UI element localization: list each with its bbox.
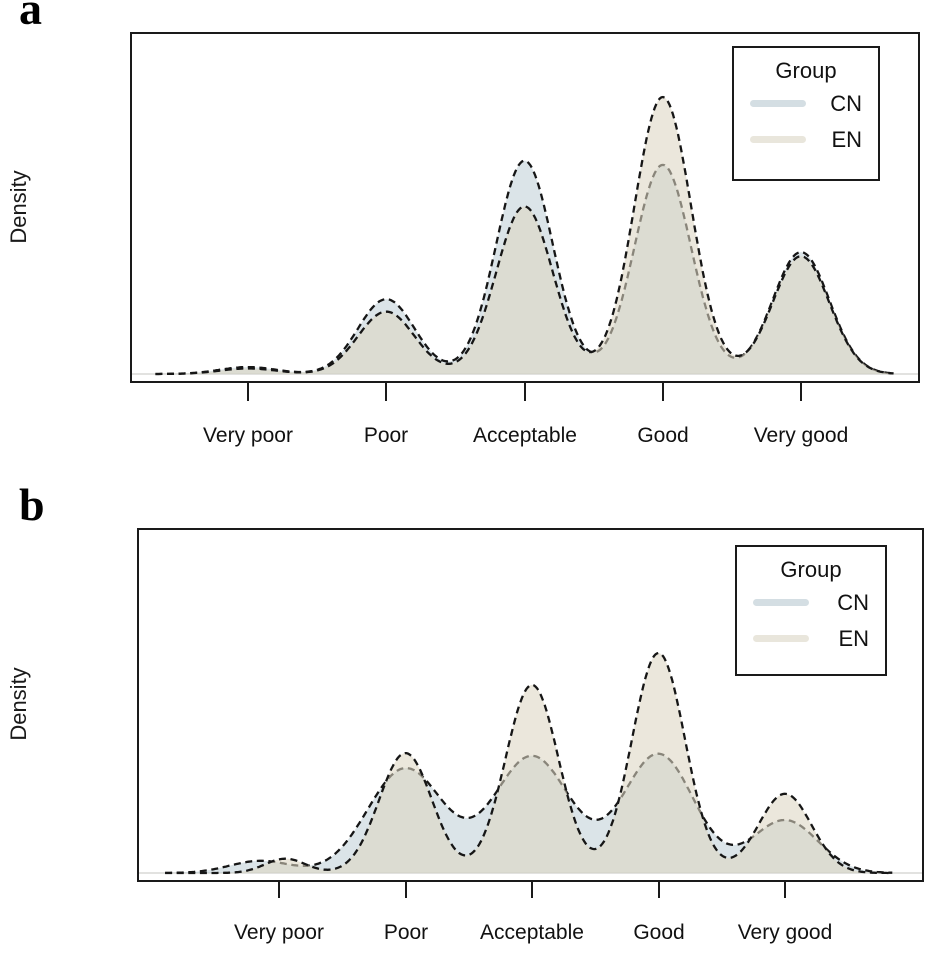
x-tick	[531, 882, 533, 898]
x-tick-label: Very poor	[234, 921, 324, 944]
density-area-en	[155, 97, 894, 374]
panel-a-legend: Group CN EN	[732, 46, 880, 181]
x-tick-label: Acceptable	[473, 424, 577, 447]
cn-swatch	[750, 100, 806, 107]
panel-b-y-axis-label: Density	[6, 667, 31, 741]
legend-entry-cn: CN	[737, 586, 885, 619]
legend-entry-en: EN	[737, 622, 885, 655]
x-tick-label: Good	[633, 921, 685, 944]
legend-entry-en: EN	[734, 123, 878, 156]
x-tick	[784, 882, 786, 898]
cn-swatch	[753, 599, 809, 606]
x-tick-label: Very good	[737, 921, 833, 944]
density-outline-en	[155, 95, 894, 376]
x-tick	[800, 383, 802, 401]
x-tick-label: Poor	[383, 921, 429, 944]
x-tick	[385, 383, 387, 401]
x-tick	[662, 383, 664, 401]
x-tick	[658, 882, 660, 898]
x-tick	[247, 383, 249, 401]
x-tick-label: Acceptable	[480, 921, 584, 944]
density-area-en	[165, 653, 893, 873]
panel-b-letter: b	[19, 479, 45, 530]
legend-entry-cn: CN	[734, 87, 878, 120]
panel-b-legend: Group CN EN	[735, 545, 887, 676]
legend-label-en: EN	[838, 625, 869, 651]
x-tick-label: Very good	[753, 424, 849, 447]
en-swatch	[750, 136, 806, 143]
x-tick	[524, 383, 526, 401]
panel-a-y-axis-label: Density	[6, 170, 31, 244]
legend-label-cn: CN	[837, 589, 869, 615]
x-tick	[278, 882, 280, 898]
panel-a-density-chart	[132, 95, 918, 376]
legend-label-en: EN	[831, 126, 862, 152]
x-tick-label: Poor	[363, 424, 409, 447]
panel-b-plot-area	[137, 528, 924, 882]
x-tick-label: Very poor	[203, 424, 293, 447]
x-tick-label: Good	[637, 424, 689, 447]
x-tick	[405, 882, 407, 898]
legend-label-cn: CN	[830, 90, 862, 116]
legend-title: Group	[775, 58, 837, 83]
panel-a-letter: a	[19, 0, 42, 34]
density-outline-en	[165, 651, 893, 875]
legend-title: Group	[780, 557, 842, 582]
density-outline-cn	[155, 159, 894, 376]
en-swatch	[753, 635, 809, 642]
panel-b-density-chart	[139, 651, 922, 875]
